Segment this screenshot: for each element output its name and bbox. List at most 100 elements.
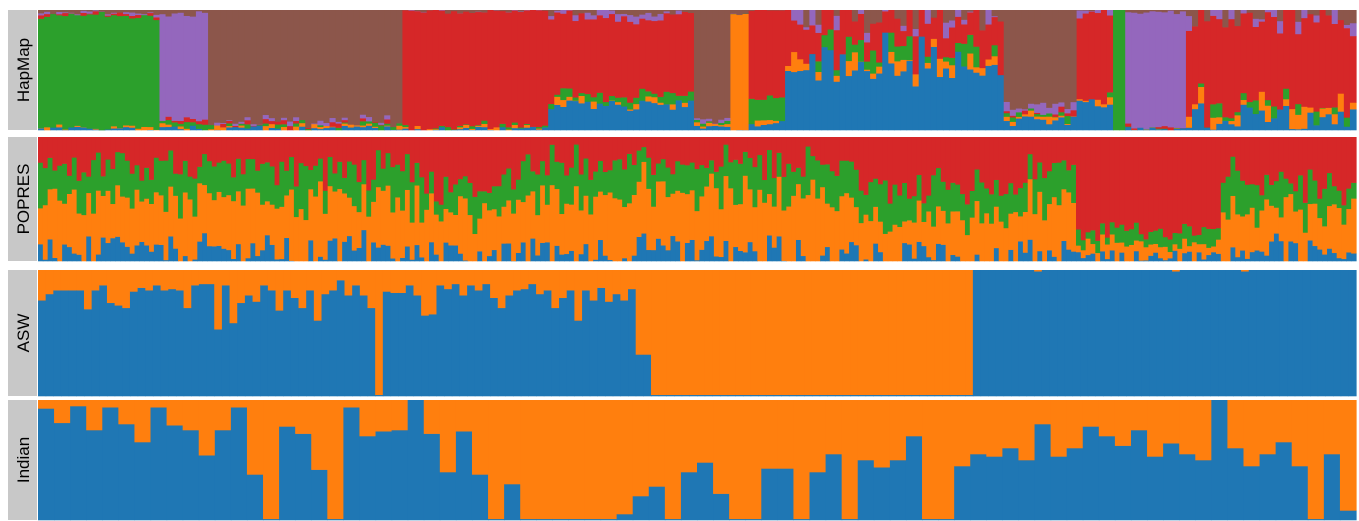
- hapmap-bar-192-red: [1204, 20, 1211, 128]
- hapmap-bar-1-orange: [44, 127, 51, 131]
- popres-bar-58-orange: [318, 181, 324, 257]
- asw-bar-64-blue: [528, 283, 537, 397]
- hapmap-bar-141-blue: [894, 75, 902, 131]
- asw-bar-106-blue: [850, 394, 859, 397]
- popres-bar-99-orange: [515, 199, 522, 254]
- popres-bar-62-orange: [337, 188, 343, 262]
- hapmap-bar-60-green: [402, 124, 410, 128]
- popres-bar-250-green: [1244, 184, 1251, 215]
- hapmap-bar-174-red: [1094, 12, 1102, 100]
- hapmap-bar-97-blue: [627, 110, 634, 131]
- popres-bar-95-orange: [496, 216, 503, 262]
- popres-bar-108-orange: [559, 213, 565, 255]
- popres-bar-11-red: [91, 137, 97, 161]
- popres-bar-195-orange: [979, 223, 985, 262]
- popres-bar-14-orange: [105, 190, 112, 244]
- popres-bar-135-red: [689, 137, 696, 163]
- indian-bar-62-orange: [1034, 400, 1052, 425]
- hapmap-bar-106-brown: [681, 10, 689, 12]
- asw-bar-10-blue: [114, 305, 123, 397]
- hapmap-bar-168-green: [1058, 112, 1066, 116]
- hapmap-bar-168-brown: [1058, 10, 1066, 103]
- popres-bar-12-orange: [95, 190, 102, 255]
- popres-bar-141-orange: [718, 208, 725, 258]
- popres-bar-40-green: [231, 177, 237, 202]
- hapmap-bar-53-purple: [359, 114, 367, 119]
- popres-bar-174-orange: [878, 221, 884, 253]
- hapmap-bar-10-brown: [98, 10, 106, 12]
- asw-bar-107-orange: [857, 270, 867, 396]
- popres-bar-134-blue: [684, 242, 691, 262]
- asw-bar-45-blue: [382, 291, 392, 397]
- popres-bar-96-blue: [501, 243, 507, 262]
- hapmap-bar-60-orange: [402, 126, 410, 129]
- hapmap-bar-160-blue: [1009, 125, 1017, 131]
- hapmap-bar-157-green: [991, 44, 999, 57]
- popres-bar-51-green: [284, 170, 290, 196]
- hapmap-bar-25-blue: [189, 125, 197, 131]
- popres-bar-174-red: [878, 137, 884, 185]
- hapmap-bar-139-red: [882, 11, 889, 33]
- hapmap-bar-181-blue: [1137, 127, 1145, 131]
- asw-bar-112-blue: [896, 394, 905, 397]
- asw-bar-79-orange: [643, 270, 652, 355]
- popres-bar-43-green: [245, 158, 252, 189]
- hapmap-bar-153-green: [967, 34, 974, 54]
- hapmap-bar-37-purple: [262, 114, 270, 120]
- popres-bar-180-green: [907, 198, 913, 221]
- popres-bar-3-orange: [52, 188, 58, 258]
- asw-bar-149-blue: [1179, 270, 1189, 397]
- hapmap-bar-40-orange: [280, 126, 288, 131]
- indian-bar-10-blue: [198, 455, 216, 521]
- asw-bar-26-orange: [237, 270, 246, 304]
- indian-bar-62-blue: [1034, 424, 1052, 521]
- popres-bar-167-blue: [844, 253, 850, 262]
- indian-bar-23-blue: [407, 400, 425, 521]
- hapmap-bar-35-brown: [250, 10, 258, 125]
- popres-bar-125-orange: [641, 161, 647, 234]
- hapmap-bar-87-orange: [566, 96, 574, 101]
- popres-bar-29-red: [178, 137, 184, 175]
- indian-bar-64-blue: [1066, 448, 1084, 521]
- popres-bar-240-green: [1196, 234, 1203, 245]
- hapmap-bar-194-orange: [1216, 117, 1223, 124]
- popres-bar-140-blue: [713, 256, 720, 262]
- popres-bar-89-orange: [467, 214, 474, 262]
- popres-bar-140-red: [713, 137, 720, 172]
- popres-bar-68-green: [366, 190, 372, 217]
- hapmap-bar-12-blue: [110, 128, 118, 131]
- hapmap-bar-99-brown: [639, 10, 646, 15]
- popres-bar-136-blue: [694, 260, 701, 262]
- popres-bar-143-green: [728, 162, 734, 189]
- hapmap-bar-56-red: [378, 124, 385, 126]
- hapmap-bar-163-blue: [1028, 116, 1035, 131]
- popres-bar-112-orange: [578, 210, 585, 255]
- hapmap-bar-165-purple: [1040, 102, 1047, 115]
- popres-bar-142-orange: [723, 175, 729, 241]
- popres-bar-178-red: [897, 137, 903, 196]
- popres-bar-51-red: [284, 137, 290, 171]
- asw-bar-59-blue: [490, 297, 499, 397]
- popres-bar-213-green: [1066, 170, 1072, 193]
- hapmap-bar-170-orange: [1070, 116, 1078, 117]
- hapmap-bar-147-brown: [930, 10, 938, 18]
- indian-bar-22-orange: [391, 400, 409, 431]
- hapmap-bar-156-orange: [985, 59, 993, 66]
- indian-bar-81-orange: [1339, 400, 1357, 511]
- hapmap-bar-102-brown: [657, 10, 665, 14]
- popres-bar-105-orange: [544, 204, 551, 243]
- hapmap-bar-70-green: [463, 124, 470, 125]
- asw-bar-52-orange: [436, 270, 445, 286]
- popres-bar-128-green: [655, 163, 662, 182]
- hapmap-bar-192-brown: [1204, 10, 1211, 22]
- asw-bar-7-blue: [91, 290, 100, 397]
- popres-bar-225-orange: [1124, 246, 1130, 262]
- asw-bar-62-orange: [513, 270, 522, 291]
- asw-bar-66-blue: [543, 290, 552, 397]
- hapmap-bar-3-purple: [56, 11, 63, 15]
- hapmap-bar-200-purple: [1252, 18, 1260, 27]
- hapmap-bar-215-brown: [1343, 10, 1351, 25]
- popres-bar-104-green: [540, 160, 546, 186]
- hapmap-bar-105-purple: [675, 10, 683, 15]
- hapmap-bar-215-blue: [1343, 126, 1351, 131]
